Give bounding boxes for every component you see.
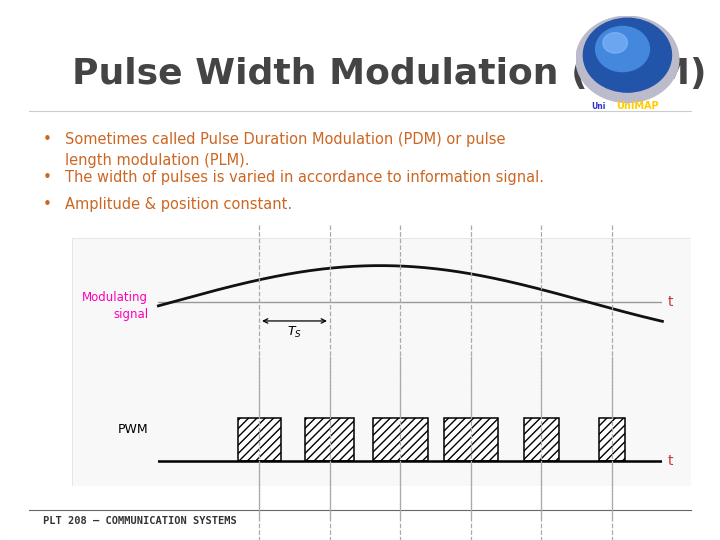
- Bar: [305, 417, 354, 461]
- Text: UniMAP: UniMAP: [616, 100, 659, 111]
- Text: •: •: [43, 197, 52, 212]
- Text: Modulating
signal: Modulating signal: [82, 291, 148, 321]
- Circle shape: [583, 18, 672, 92]
- Text: t: t: [667, 454, 673, 468]
- Text: Pulse Width Modulation (PWM): Pulse Width Modulation (PWM): [72, 57, 706, 91]
- Text: •: •: [43, 170, 52, 185]
- FancyBboxPatch shape: [72, 238, 691, 486]
- Bar: [444, 417, 498, 461]
- Text: Uni: Uni: [591, 102, 606, 111]
- Bar: [524, 417, 559, 461]
- Text: $T_S$: $T_S$: [287, 325, 302, 340]
- Text: Amplitude & position constant.: Amplitude & position constant.: [65, 197, 292, 212]
- Circle shape: [603, 32, 627, 53]
- Bar: [373, 417, 428, 461]
- Bar: [599, 417, 625, 461]
- Text: PLT 208 – COMMUNICATION SYSTEMS: PLT 208 – COMMUNICATION SYSTEMS: [43, 516, 237, 526]
- Circle shape: [595, 26, 649, 72]
- Bar: [238, 417, 281, 461]
- Text: •: •: [43, 132, 52, 147]
- Text: t: t: [667, 295, 673, 309]
- Text: PWM: PWM: [117, 423, 148, 436]
- Text: The width of pulses is varied in accordance to information signal.: The width of pulses is varied in accorda…: [65, 170, 544, 185]
- Circle shape: [576, 16, 679, 103]
- Text: Sometimes called Pulse Duration Modulation (PDM) or pulse
length modulation (PLM: Sometimes called Pulse Duration Modulati…: [65, 132, 505, 168]
